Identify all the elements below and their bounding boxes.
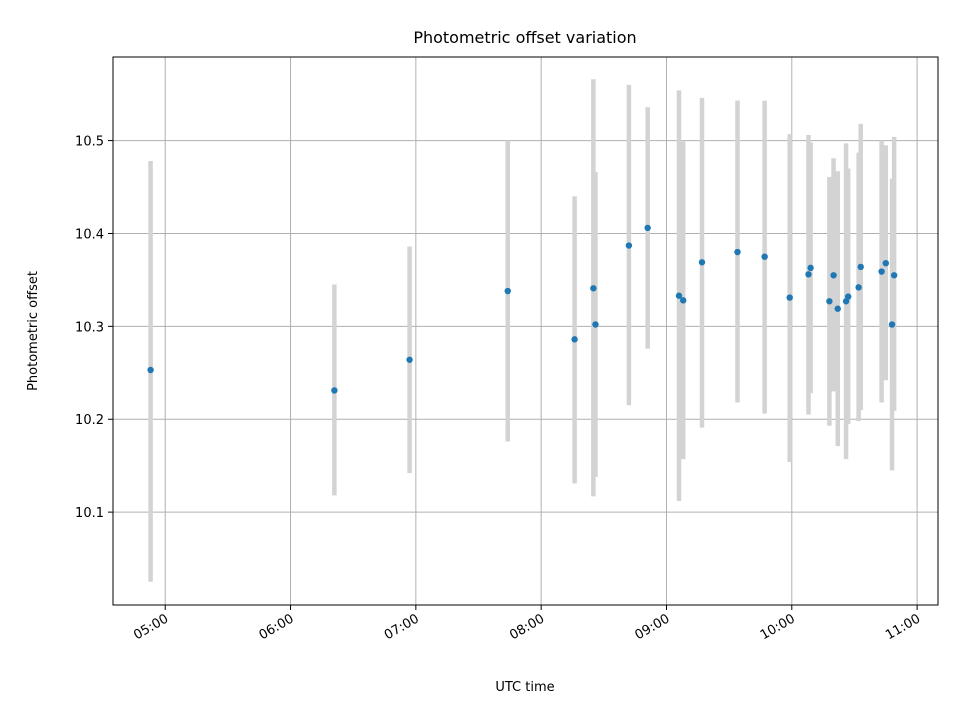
data-point [406,356,413,363]
y-tick-label: 10.5 [75,135,104,150]
point-layer [147,224,898,394]
data-point [890,272,898,279]
y-tick-label: 10.4 [75,227,104,242]
data-point [826,298,833,305]
y-tick-label: 10.1 [75,506,104,521]
data-point [855,284,862,291]
data-point [888,321,896,328]
data-point [331,387,338,394]
data-point [882,259,889,267]
data-point [590,285,597,292]
data-point [805,271,812,278]
data-point [807,264,814,272]
data-point [644,224,651,232]
data-point [857,263,864,271]
data-point [679,297,687,304]
y-tick-label: 10.2 [75,413,104,428]
data-point [571,336,578,343]
data-point [504,287,511,295]
data-point [734,248,741,256]
y-axis-label: Photometric offset [26,271,41,391]
data-point [844,293,852,300]
data-point [675,292,683,299]
data-point [834,305,841,312]
data-point [147,366,154,374]
data-point [625,242,633,249]
data-point [698,259,706,266]
data-point [761,253,768,260]
data-point [878,268,885,275]
plot-frame [112,56,939,606]
chart-title: Photometric offset variation [413,28,636,47]
data-point [786,294,793,301]
data-point [830,272,837,279]
y-tick-label: 10.3 [75,320,104,335]
data-point [592,321,599,328]
x-axis-label: UTC time [495,680,554,695]
